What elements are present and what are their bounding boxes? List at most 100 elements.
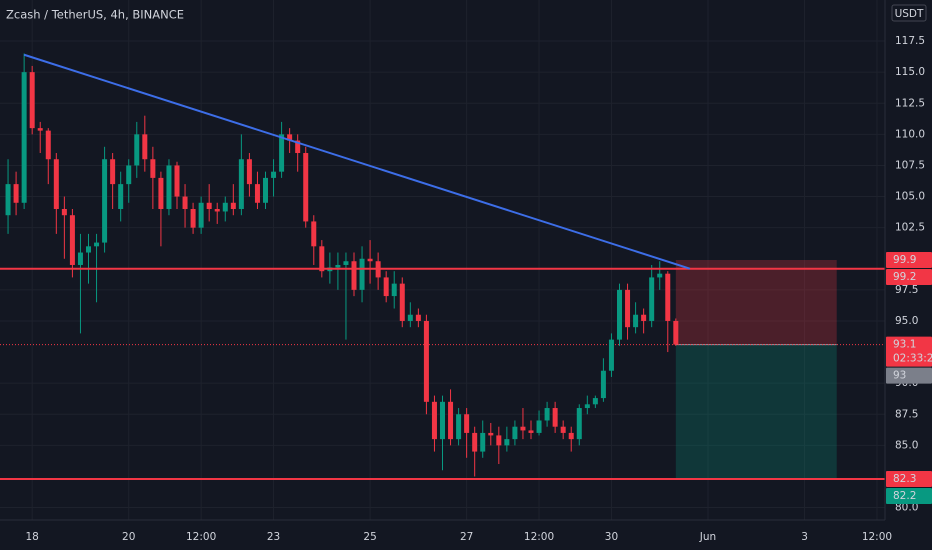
candle-body [544, 408, 550, 421]
candle-body [415, 314, 421, 321]
candle-body [150, 159, 156, 178]
candle-body [552, 408, 558, 427]
candle-body [399, 283, 405, 321]
candle-body [625, 289, 631, 328]
price-label [886, 367, 932, 384]
candle-body [641, 314, 647, 321]
candle-body [222, 202, 228, 212]
x-tick-label: 30 [605, 531, 618, 543]
price-label [886, 487, 932, 504]
candle-body [496, 435, 502, 446]
candle-body [206, 202, 212, 209]
price-label-text: 99.2 [893, 271, 916, 283]
candle-body [520, 426, 526, 431]
chart-title: Zcash / TetherUS, 4h, BINANCE [6, 8, 184, 22]
candle-body [600, 370, 606, 399]
currency: USDT [895, 8, 924, 20]
candle-body [126, 165, 132, 185]
y-tick-label: 80.0 [895, 502, 918, 514]
candle-body [166, 165, 172, 209]
candle-body [608, 339, 614, 371]
candle-body [134, 134, 140, 166]
candle-body [576, 408, 582, 440]
candle-body [37, 128, 43, 131]
candle-body [592, 398, 598, 405]
y-tick-label: 85.0 [895, 439, 918, 451]
candle-body [665, 273, 671, 321]
candle-body [29, 72, 35, 129]
candle-body [174, 165, 180, 197]
candle-body [480, 432, 486, 452]
x-tick-label: 12:00 [862, 531, 892, 543]
candle-body [464, 414, 470, 433]
price-label [886, 470, 932, 487]
x-tick-label: Jun [699, 531, 716, 543]
y-tick-label: 112.5 [895, 97, 925, 109]
candle-body [13, 184, 19, 203]
candle-body [657, 273, 663, 278]
x-tick-label: 3 [801, 531, 808, 543]
candle-body [303, 153, 309, 222]
candle-body [69, 215, 75, 265]
candle-body [190, 208, 196, 228]
trendline [23, 53, 691, 270]
candle-body [343, 261, 349, 265]
candle-body [118, 184, 124, 209]
candle-body [617, 289, 622, 340]
candle-body [311, 221, 317, 247]
time-axis [0, 520, 932, 550]
candle-body [431, 401, 437, 440]
candle-body [198, 202, 204, 228]
price-label-text: 82.2 [893, 490, 916, 502]
candle-body [584, 404, 590, 409]
target-zone [675, 344, 837, 479]
candle-body [271, 171, 277, 178]
candle-body [440, 401, 445, 440]
axes: 117.5115.0112.5110.0107.5105.0102.597.59… [25, 35, 932, 543]
y-tick-label: 117.5 [895, 35, 925, 47]
candle-body [94, 242, 100, 247]
currency-badge [891, 4, 927, 22]
price-label-text: 93 [893, 370, 906, 382]
candle-body [86, 246, 91, 253]
candles [5, 53, 679, 477]
candle-body [367, 258, 373, 262]
price-label-text: 82.3 [893, 473, 916, 485]
overlay [0, 260, 885, 479]
candle-body [230, 202, 236, 209]
candle-body [102, 159, 108, 243]
price-label [886, 269, 932, 285]
candle-body [61, 208, 67, 216]
candle-body [673, 320, 679, 345]
candle-body [649, 277, 655, 321]
candle-body [633, 314, 639, 328]
y-tick-label: 115.0 [895, 66, 925, 78]
candle-body [21, 72, 27, 203]
candle-body [560, 426, 566, 433]
candle-body [142, 134, 148, 160]
countdown: 02:33:28 [893, 353, 932, 365]
x-tick-label: 23 [267, 531, 280, 543]
candle-body [456, 414, 462, 440]
candle-body [214, 208, 220, 212]
price-label-text: 93.1 [893, 339, 916, 351]
x-tick-label: 25 [363, 531, 376, 543]
candle-body [528, 430, 534, 433]
candle-body [238, 159, 244, 209]
candle-body [287, 134, 293, 141]
y-tick-label: 105.0 [895, 191, 925, 203]
candle-body [351, 261, 357, 290]
stop-zone [675, 260, 837, 345]
x-tick-label: 18 [25, 531, 38, 543]
candle-body [383, 277, 389, 297]
x-tick-label: 27 [460, 531, 473, 543]
candle-body [335, 264, 341, 268]
candle-body [45, 130, 51, 160]
candle-body [568, 432, 574, 440]
candle-body [263, 177, 268, 203]
candle-body [512, 426, 518, 440]
candle-body [319, 246, 325, 272]
